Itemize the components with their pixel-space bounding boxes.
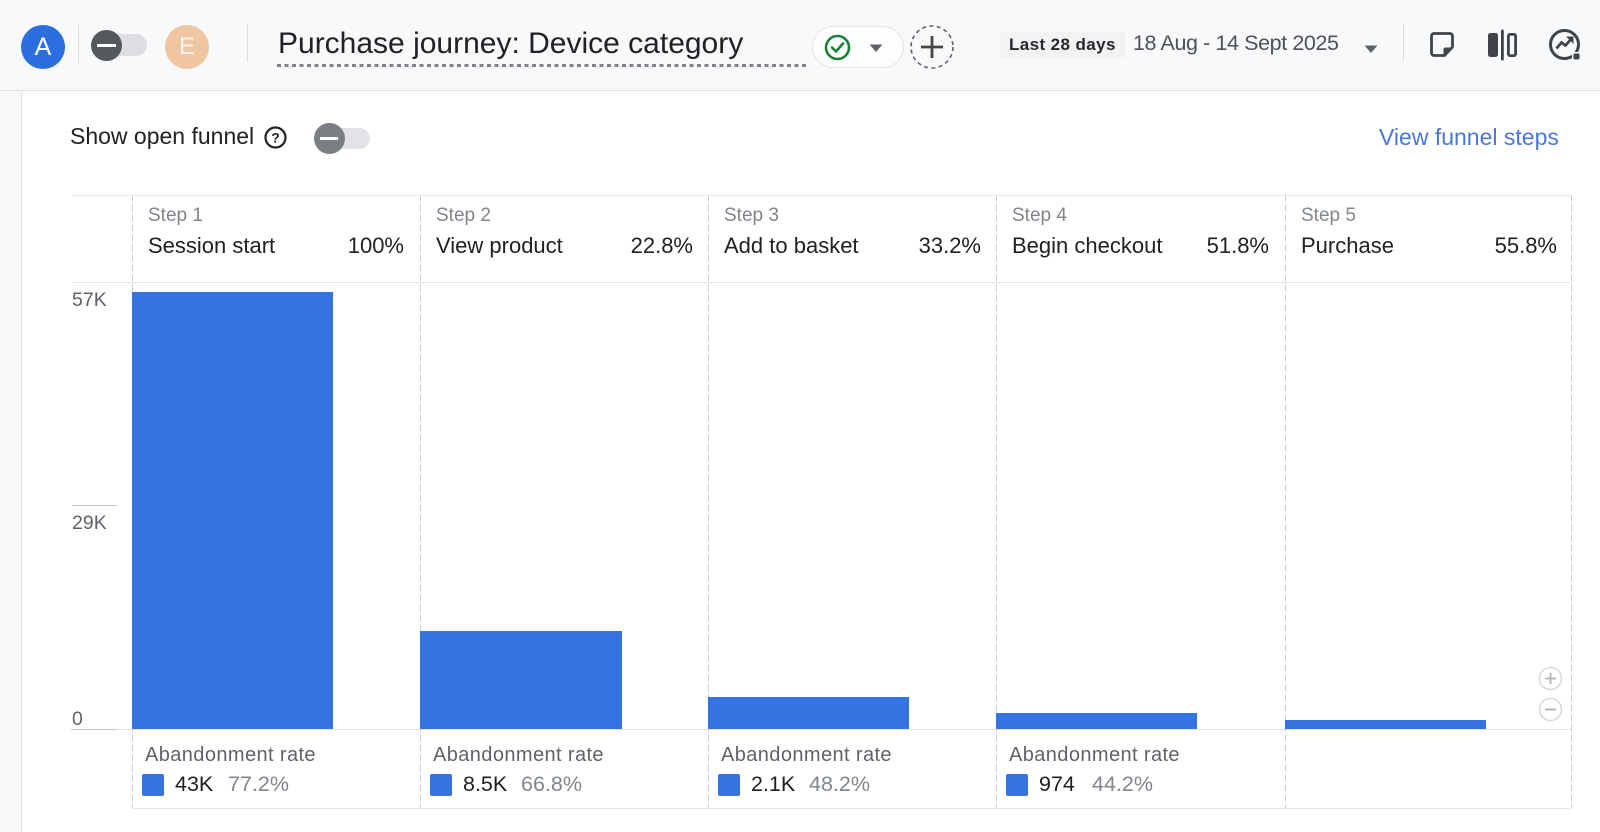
svg-text:?: ?: [271, 129, 280, 145]
